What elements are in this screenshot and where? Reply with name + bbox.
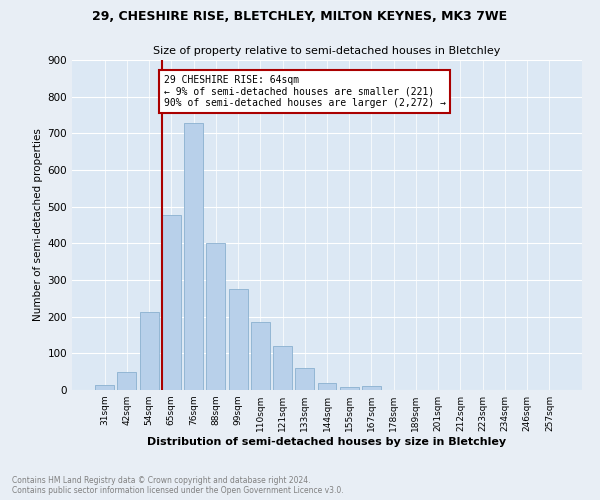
Bar xyxy=(162,214,181,390)
Bar xyxy=(95,384,114,390)
Bar xyxy=(140,312,158,390)
Text: 29, CHESHIRE RISE, BLETCHLEY, MILTON KEYNES, MK3 7WE: 29, CHESHIRE RISE, BLETCHLEY, MILTON KEY… xyxy=(92,10,508,23)
Bar xyxy=(229,289,248,390)
Title: Size of property relative to semi-detached houses in Bletchley: Size of property relative to semi-detach… xyxy=(154,46,500,56)
X-axis label: Distribution of semi-detached houses by size in Bletchley: Distribution of semi-detached houses by … xyxy=(148,437,506,447)
Bar xyxy=(362,386,381,390)
Bar xyxy=(295,368,314,390)
Bar xyxy=(206,242,225,390)
Bar xyxy=(273,346,292,390)
Bar xyxy=(251,322,270,390)
Bar xyxy=(184,123,203,390)
Y-axis label: Number of semi-detached properties: Number of semi-detached properties xyxy=(34,128,43,322)
Text: 29 CHESHIRE RISE: 64sqm
← 9% of semi-detached houses are smaller (221)
90% of se: 29 CHESHIRE RISE: 64sqm ← 9% of semi-det… xyxy=(164,74,446,108)
Bar xyxy=(118,372,136,390)
Bar xyxy=(340,387,359,390)
Bar xyxy=(317,382,337,390)
Text: Contains HM Land Registry data © Crown copyright and database right 2024.
Contai: Contains HM Land Registry data © Crown c… xyxy=(12,476,344,495)
